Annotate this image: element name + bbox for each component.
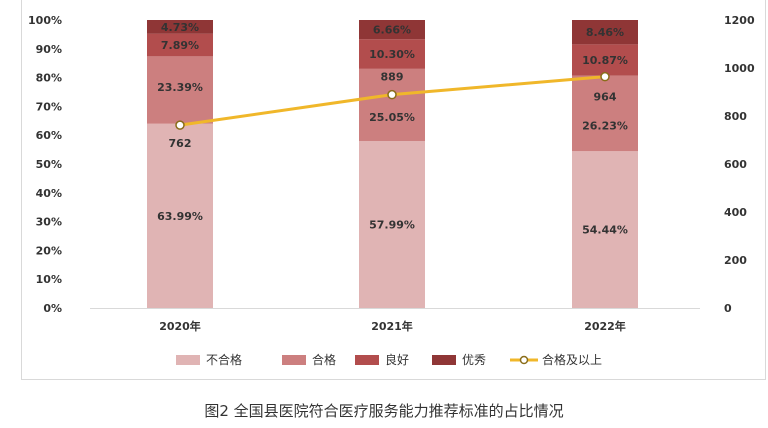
legend-label: 合格 bbox=[312, 352, 336, 367]
segment-value-label: 6.66% bbox=[373, 24, 411, 37]
left-tick-label: 70% bbox=[36, 100, 62, 113]
left-tick-label: 10% bbox=[36, 273, 62, 286]
legend-label: 良好 bbox=[385, 352, 409, 367]
bars bbox=[147, 20, 638, 308]
segment-value-label: 4.73% bbox=[161, 21, 199, 34]
legend: 不合格 合格 良好 优秀 合格及以上 bbox=[176, 352, 602, 367]
line-value-label: 762 bbox=[169, 137, 192, 150]
bar-segment bbox=[359, 68, 425, 141]
legend-swatch bbox=[432, 355, 456, 365]
right-tick-label: 1000 bbox=[724, 62, 755, 75]
bar-segment bbox=[572, 44, 638, 76]
legend-swatch bbox=[176, 355, 200, 365]
right-tick-label: 0 bbox=[724, 302, 732, 315]
segment-value-label: 10.30% bbox=[369, 48, 415, 61]
legend-label: 合格及以上 bbox=[542, 352, 602, 367]
left-tick-label: 20% bbox=[36, 244, 62, 257]
category-labels: 2020年 2021年 2022年 bbox=[159, 319, 626, 333]
segment-value-label: 23.39% bbox=[157, 81, 203, 94]
line-value-label: 964 bbox=[594, 91, 617, 104]
bar-segment bbox=[572, 20, 638, 45]
bar-segment bbox=[572, 75, 638, 152]
left-tick-label: 80% bbox=[36, 72, 62, 85]
line-point bbox=[600, 71, 610, 82]
left-axis: 0% 10% 20% 30% 40% 50% 60% 70% 80% 90% 100% bbox=[28, 14, 700, 315]
legend-marker bbox=[519, 355, 529, 365]
left-tick-label: 90% bbox=[36, 43, 62, 56]
bar-segment bbox=[359, 20, 425, 40]
line-series bbox=[175, 71, 610, 130]
category-label: 2020年 bbox=[159, 319, 201, 333]
left-tick-label: 100% bbox=[28, 14, 62, 27]
right-tick-label: 1200 bbox=[724, 14, 755, 27]
right-tick-label: 200 bbox=[724, 254, 747, 267]
left-tick-label: 40% bbox=[36, 187, 62, 200]
bar-segment bbox=[572, 151, 638, 308]
stacked-bar-line-chart: 0% 10% 20% 30% 40% 50% 60% 70% 80% 90% 100% 0 200 40… bbox=[28, 14, 755, 367]
segment-value-label: 63.99% bbox=[157, 210, 203, 223]
segment-value-label: 57.99% bbox=[369, 218, 415, 231]
legend-swatch bbox=[355, 355, 379, 365]
left-tick-label: 0% bbox=[43, 302, 62, 315]
segment-value-label: 8.46% bbox=[586, 26, 624, 39]
legend-swatch bbox=[282, 355, 306, 365]
line-point bbox=[387, 89, 397, 100]
segment-value-label: 54.44% bbox=[582, 224, 628, 237]
segment-labels: 63.99% 23.39% 7.89% 4.73% 57.99% 25.05% 10.30%… bbox=[157, 21, 628, 237]
segment-value-label: 26.23% bbox=[582, 119, 628, 132]
line-point bbox=[175, 120, 185, 130]
right-axis: 0 200 400 600 800 1000 1200 bbox=[724, 14, 755, 315]
bar-segment bbox=[147, 20, 213, 34]
segment-value-label: 10.87% bbox=[582, 54, 628, 67]
segment-value-label: 25.05% bbox=[369, 111, 415, 124]
right-tick-label: 600 bbox=[724, 158, 747, 171]
bar-segment bbox=[359, 39, 425, 69]
figure-caption: 图2 全国县医院符合医疗服务能力推荐标准的占比情况 bbox=[204, 402, 564, 420]
bar-segment bbox=[147, 56, 213, 124]
legend-label: 优秀 bbox=[462, 353, 486, 367]
legend-label: 不合格 bbox=[206, 352, 242, 367]
category-label: 2021年 bbox=[371, 319, 413, 333]
right-tick-label: 400 bbox=[724, 206, 747, 219]
category-label: 2022年 bbox=[584, 319, 626, 333]
left-tick-label: 50% bbox=[36, 158, 62, 171]
bar-segment bbox=[147, 123, 213, 308]
left-tick-label: 30% bbox=[36, 216, 62, 229]
left-tick-label: 60% bbox=[36, 129, 62, 142]
right-tick-label: 800 bbox=[724, 110, 747, 123]
bar-segment bbox=[147, 33, 213, 57]
bar-segment bbox=[359, 140, 425, 308]
segment-value-label: 7.89% bbox=[161, 39, 199, 52]
line-value-label: 889 bbox=[381, 71, 404, 84]
